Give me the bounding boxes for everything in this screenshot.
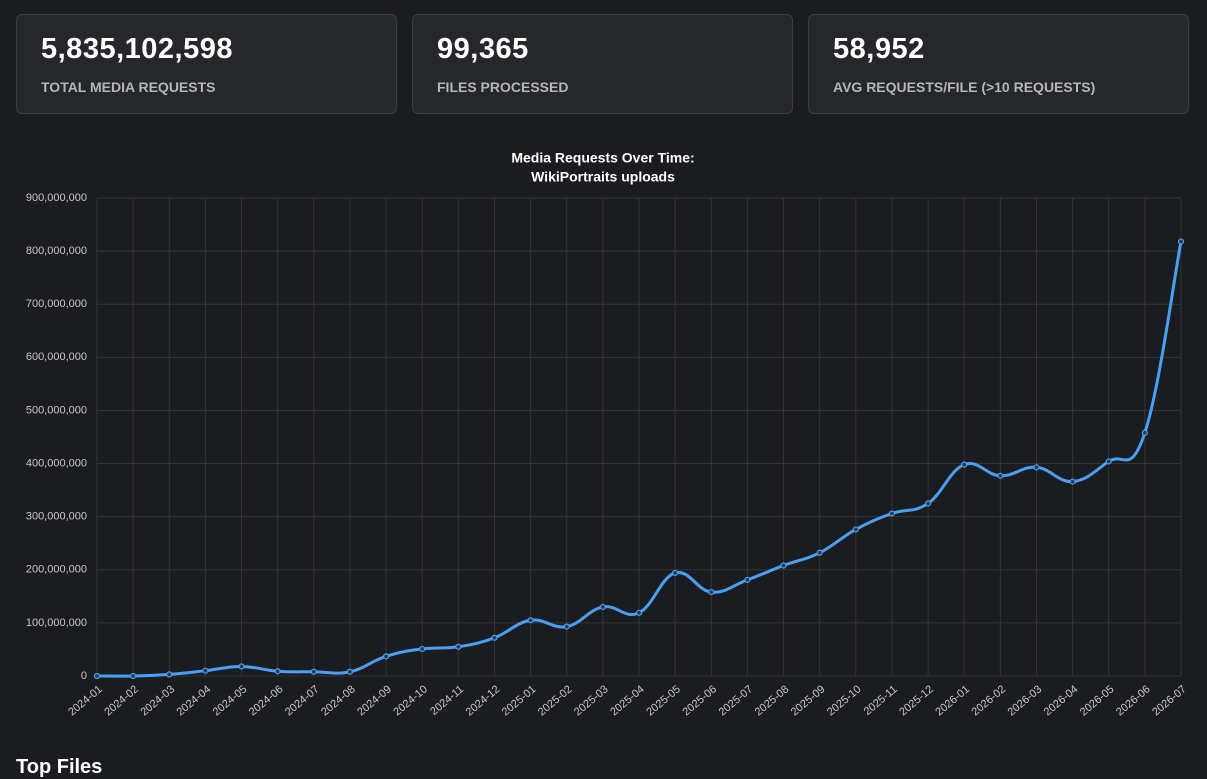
point [563,623,570,630]
x-tick-label: 2024-01 [66,683,105,718]
point [672,569,679,577]
x-tick-label: 2025-12 [897,683,936,718]
point [780,562,787,569]
point [130,672,137,680]
stat-label: AVG REQUESTS/FILE (>10 REQUESTS) [833,79,1096,95]
x-tick-label: 2024-03 [138,683,177,718]
x-tick-label: 2025-02 [536,683,575,718]
point [816,549,823,556]
point [346,668,354,675]
x-tick-label: 2026-07 [1150,683,1189,718]
section-title: Top Files [16,756,103,778]
x-tick-label: 2026-05 [1078,683,1117,718]
point [708,588,715,596]
point [419,645,426,653]
point [202,667,209,674]
point [491,634,498,641]
x-tick-label: 2025-03 [572,683,611,718]
x-tick-label: 2025-06 [680,683,719,718]
point [274,668,281,675]
stat-label: TOTAL MEDIA REQUESTS [41,79,216,95]
stat-card: 99,365 FILES PROCESSED [412,14,793,114]
point [238,663,245,670]
y-tick-label: 700,000,000 [26,298,87,310]
x-tick-label: 2025-07 [717,683,756,718]
point [310,668,317,675]
stat-label: FILES PROCESSED [437,79,569,95]
x-tick-label: 2025-10 [825,683,864,718]
x-tick-label: 2025-08 [753,683,792,718]
x-tick-label: 2024-04 [175,683,214,718]
x-tick-label: 2024-06 [247,683,286,718]
x-tick-label: 2024-08 [319,683,358,718]
x-tick-label: 2025-04 [608,683,647,718]
x-tick-label: 2025-01 [500,683,539,718]
stat-value: 5,835,102,598 [41,33,233,65]
x-tick-label: 2024-02 [102,683,141,718]
point [888,510,896,517]
x-tick-label: 2026-02 [969,683,1008,718]
x-tick-label: 2025-05 [644,683,683,718]
point [961,461,968,468]
y-tick-label: 600,000,000 [26,351,87,363]
x-tick-label: 2024-11 [428,683,466,718]
stat-card: 5,835,102,598 TOTAL MEDIA REQUESTS [16,14,397,114]
point [1177,238,1185,245]
point [455,643,462,650]
x-tick-label: 2025-09 [789,683,828,718]
x-tick-label: 2024-12 [464,683,503,718]
point [852,526,859,533]
chart: Media Requests Over Time: WikiPortraits … [26,150,1189,719]
point [599,603,606,611]
point [1141,429,1148,436]
y-tick-label: 900,000,000 [26,192,87,204]
point [924,500,932,507]
point [1105,458,1112,465]
x-tick-label: 2026-03 [1006,683,1045,718]
point [997,472,1004,479]
stat-value: 58,952 [833,33,925,65]
point [527,617,534,624]
stat-card: 58,952 AVG REQUESTS/FILE (>10 REQUESTS) [808,14,1189,114]
y-tick-label: 0 [81,670,87,682]
chart-title: Media Requests Over Time: [511,150,694,166]
x-tick-label: 2026-01 [933,683,972,718]
y-tick-label: 800,000,000 [26,245,87,257]
stat-value: 99,365 [437,33,529,65]
x-tick-label: 2026-06 [1114,683,1153,718]
y-tick-label: 300,000,000 [26,511,87,523]
point [1069,478,1076,485]
point [382,653,390,660]
point [166,671,173,678]
y-tick-label: 200,000,000 [26,564,87,576]
point [1033,464,1040,471]
point [744,576,751,583]
chart-title: WikiPortraits uploads [531,169,675,185]
x-tick-label: 2024-09 [355,683,394,718]
x-tick-label: 2025-11 [862,683,900,718]
point [635,609,643,616]
y-tick-label: 500,000,000 [26,404,87,416]
x-tick-label: 2024-07 [283,683,322,718]
point [93,672,101,680]
y-tick-label: 100,000,000 [26,617,87,629]
x-tick-label: 2024-05 [211,683,250,718]
x-tick-label: 2026-04 [1042,683,1081,718]
x-tick-label: 2024-10 [391,683,430,718]
y-tick-label: 400,000,000 [26,457,87,469]
